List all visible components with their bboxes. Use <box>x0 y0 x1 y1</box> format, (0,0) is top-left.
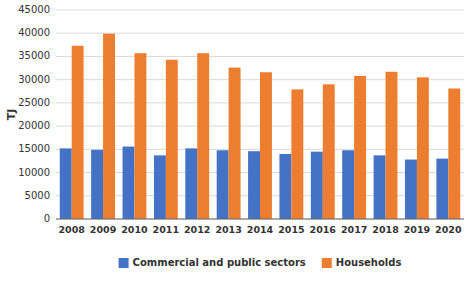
legend-swatch <box>322 258 332 268</box>
y-tick-label: 45000 <box>18 4 50 15</box>
bar <box>72 46 84 219</box>
x-tick-label: 2019 <box>404 224 430 235</box>
legend: Commercial and public sectors Households <box>119 257 402 268</box>
x-tick-label: 2013 <box>215 224 241 235</box>
bar <box>311 152 323 219</box>
bar <box>134 53 146 219</box>
bar <box>291 89 303 219</box>
bar <box>354 76 366 219</box>
x-tick-label: 2011 <box>153 224 179 235</box>
x-tick-label: 2016 <box>310 224 337 235</box>
y-tick-label: 25000 <box>18 97 50 108</box>
grid-line <box>56 10 464 11</box>
x-tick-label: 2012 <box>184 224 210 235</box>
grid-line <box>56 56 464 57</box>
y-tick-label: 40000 <box>18 27 50 38</box>
x-tick-label: 2009 <box>90 224 116 235</box>
bar <box>123 147 135 219</box>
bar <box>248 151 260 219</box>
bar <box>229 68 241 219</box>
bar <box>448 88 460 219</box>
legend-swatch <box>119 258 129 268</box>
y-tick-label: 20000 <box>18 120 50 131</box>
y-tick-label: 0 <box>44 213 50 224</box>
bar <box>417 77 429 219</box>
y-tick-label: 10000 <box>18 167 50 178</box>
y-tick-label: 15000 <box>18 143 50 154</box>
bar <box>166 60 178 219</box>
legend-label: Households <box>336 257 402 268</box>
x-tick-label: 2017 <box>341 224 367 235</box>
bar <box>386 72 398 219</box>
bar <box>197 53 209 219</box>
bars <box>60 34 460 219</box>
x-tick-label: 2014 <box>247 224 274 235</box>
chart: 0 5000 10000 15000 20000 25000 30000 35000 40000… <box>0 0 474 281</box>
bar <box>260 72 272 219</box>
bar <box>405 160 417 219</box>
bar <box>436 159 448 219</box>
bar <box>279 154 291 219</box>
legend-label: Commercial and public sectors <box>133 257 306 268</box>
bar <box>60 148 72 219</box>
grid-line <box>56 33 464 34</box>
y-tick-label: 5000 <box>25 190 50 201</box>
x-tick-label: 2008 <box>58 224 85 235</box>
bar <box>103 34 115 219</box>
bar <box>217 150 229 219</box>
x-tick-label: 2020 <box>435 224 462 235</box>
bar <box>154 155 166 219</box>
bar <box>323 84 335 219</box>
y-tick-label: 35000 <box>18 50 50 61</box>
bar <box>185 148 197 219</box>
x-tick-label: 2015 <box>278 224 304 235</box>
x-axis-line <box>56 219 464 220</box>
y-axis-label: TJ <box>5 109 18 121</box>
bar <box>91 150 103 219</box>
y-tick-label: 30000 <box>18 74 50 85</box>
grid-line <box>56 219 464 220</box>
bar <box>374 155 386 219</box>
bar <box>342 150 354 219</box>
x-tick-label: 2010 <box>121 224 148 235</box>
x-tick-label: 2018 <box>372 224 399 235</box>
